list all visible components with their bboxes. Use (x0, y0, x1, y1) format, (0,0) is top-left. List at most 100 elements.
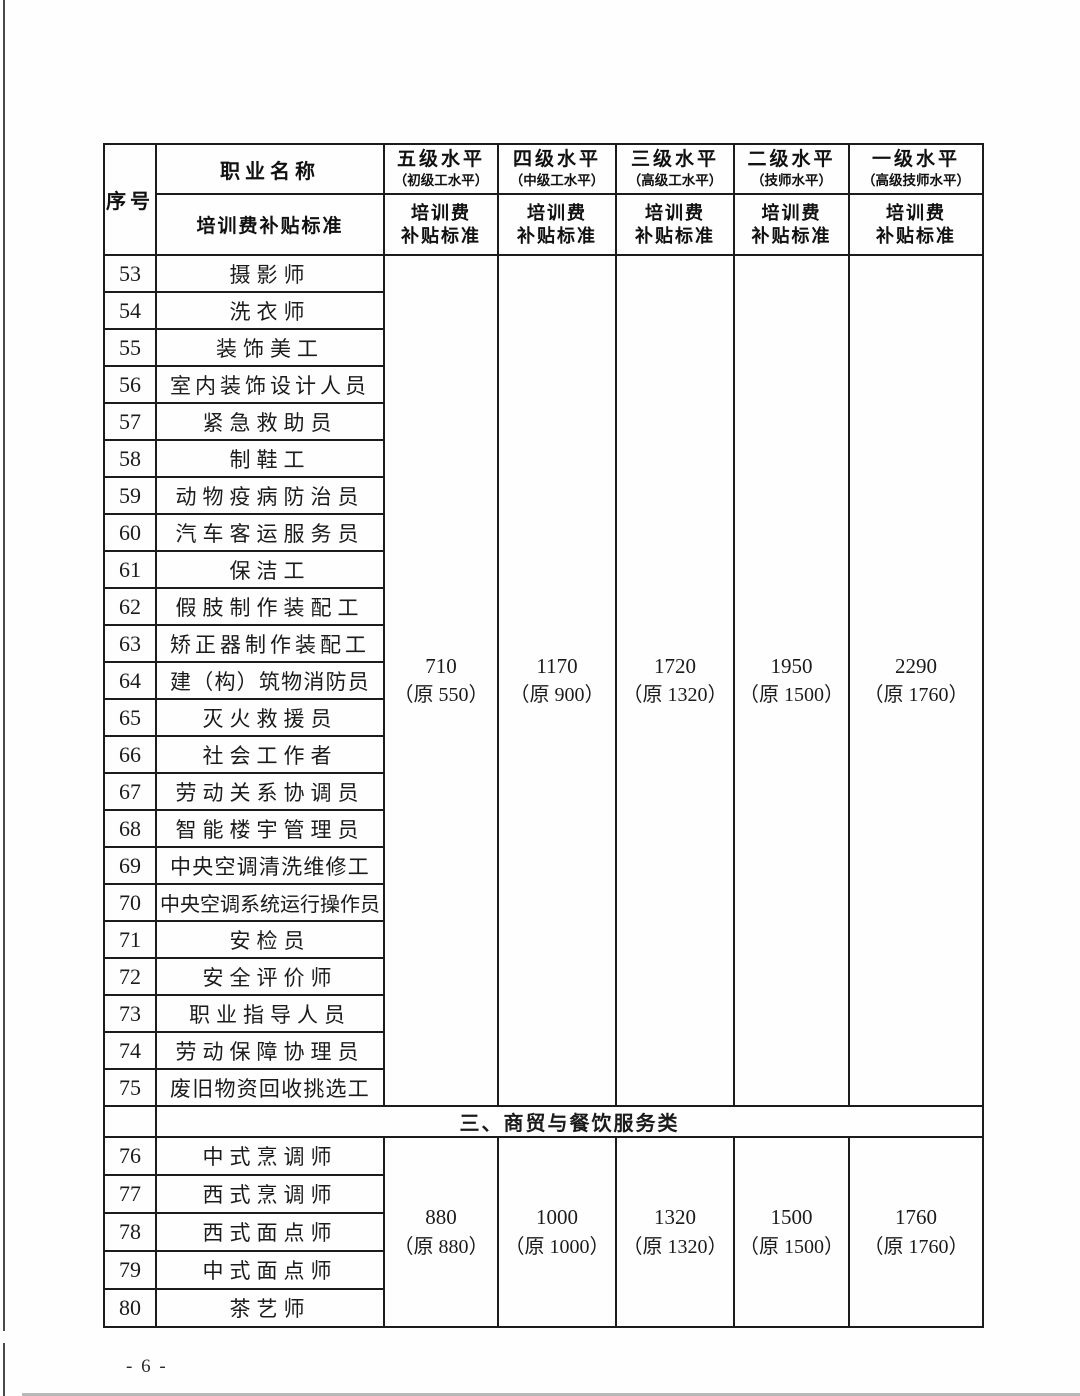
row-serial-number: 71 (103, 920, 157, 959)
occupation-name: 智能楼宇管理员 (155, 809, 385, 848)
column-header-subsidy-standard: 培训费补贴标准 (155, 193, 385, 256)
occupation-name: 废旧物资回收挑选工 (155, 1068, 385, 1107)
column-header-occupation-name: 职业名称 (155, 143, 385, 195)
row-serial-number: 68 (103, 809, 157, 848)
occupation-name: 西式面点师 (155, 1212, 385, 1252)
row-serial-number: 78 (103, 1212, 157, 1252)
table-row: 59 动物疫病防治员 (103, 476, 983, 515)
column-header-level-1: 一级水平 （高级技师水平） (848, 143, 984, 195)
column-header-level-4: 四级水平 （中级工水平） (497, 143, 617, 195)
row-serial-number: 61 (103, 550, 157, 589)
table-row: 60 汽车客运服务员 (103, 513, 983, 552)
table-row: 54 洗衣师 (103, 291, 983, 330)
table-row: 79 中式面点师 (103, 1250, 983, 1290)
subsidy-value-cell: 1500 （原 1500） (733, 1136, 850, 1328)
occupation-name: 西式烹调师 (155, 1174, 385, 1214)
subsidy-amount: 1320 (654, 1205, 696, 1230)
occupation-name: 动物疫病防治员 (155, 476, 385, 515)
level-title: 二级水平 (747, 149, 836, 171)
level-subtitle: （高级技师水平） (862, 173, 970, 189)
table-row: 68 智能楼宇管理员 (103, 809, 983, 848)
column-header-level-5: 五级水平 （初级工水平） (383, 143, 499, 195)
subsidy-original-amount: （原 900） (509, 684, 605, 707)
row-serial-number: 53 (103, 254, 157, 293)
occupation-name: 假肢制作装配工 (155, 587, 385, 626)
subsidy-amount: 1000 (536, 1205, 578, 1230)
occupation-name: 装饰美工 (155, 328, 385, 367)
table-row: 72 安全评价师 (103, 957, 983, 996)
fee-label-line2: 补贴标准 (876, 225, 956, 246)
row-serial-number: 65 (103, 698, 157, 737)
level-subtitle: （高级工水平） (627, 173, 723, 189)
row-serial-number: 57 (103, 402, 157, 441)
column-header-level-3: 三级水平 （高级工水平） (615, 143, 735, 195)
subsidy-value-cell: 1950 （原 1500） (733, 254, 850, 1107)
column-header-level-2: 二级水平 （技师水平） (733, 143, 850, 195)
occupation-name: 安检员 (155, 920, 385, 959)
row-serial-number: 62 (103, 587, 157, 626)
occupation-name: 安全评价师 (155, 957, 385, 996)
occupation-name: 摄影师 (155, 254, 385, 293)
level-title: 三级水平 (630, 149, 719, 171)
subsidy-value-cell: 1720 （原 1320） (615, 254, 735, 1107)
subsidy-original-amount: （原 1320） (622, 684, 728, 707)
table-row: 62 假肢制作装配工 (103, 587, 983, 626)
section-header-row: 三、商贸与餐饮服务类 (103, 1105, 984, 1138)
fee-label-line1: 培训费 (645, 203, 705, 223)
row-serial-number: 64 (103, 661, 157, 700)
row-serial-number: 75 (103, 1068, 157, 1107)
subsidy-amount: 1170 (536, 653, 578, 678)
row-serial-number: 58 (103, 439, 157, 478)
column-header-serial-no: 序号 (103, 143, 157, 256)
subsidy-amount: 1760 (895, 1205, 937, 1230)
table-header: 序号 职业名称 五级水平 （初级工水平） 四级水平 （中级工水平） 三级水平 （… (103, 143, 984, 256)
fee-label-line1: 培训费 (411, 203, 471, 223)
occupation-name: 职业指导人员 (155, 994, 385, 1033)
row-serial-number: 69 (103, 846, 157, 885)
subsidy-original-amount: （原 1760） (863, 684, 969, 707)
occupation-name: 中式烹调师 (155, 1136, 385, 1176)
subsidy-original-amount: （原 1320） (622, 1235, 728, 1258)
table-row: 71 安检员 (103, 920, 983, 959)
table-row: 57 紧急救助员 (103, 402, 983, 441)
level-subtitle: （初级工水平） (393, 173, 489, 189)
fee-label-line2: 补贴标准 (401, 225, 481, 246)
level-title: 四级水平 (512, 149, 601, 171)
occupation-name: 茶艺师 (155, 1288, 385, 1328)
column-header-fee-level-4: 培训费 补贴标准 (497, 193, 617, 256)
subsidy-original-amount: （原 550） (393, 684, 489, 707)
table-row: 78 西式面点师 (103, 1212, 983, 1252)
occupation-name: 中央空调系统运行操作员 (155, 883, 385, 922)
level-title: 一级水平 (871, 149, 960, 171)
level-subtitle: （技师水平） (751, 173, 832, 189)
row-serial-number: 74 (103, 1031, 157, 1070)
subsidy-amount: 710 (425, 653, 457, 678)
row-serial-number: 79 (103, 1250, 157, 1290)
level-title: 五级水平 (396, 149, 485, 171)
subsidy-amount: 1500 (770, 1205, 813, 1230)
row-serial-number: 76 (103, 1136, 157, 1176)
column-header-fee-level-5: 培训费 补贴标准 (383, 193, 499, 256)
scan-bottom-edge-line (22, 1393, 1080, 1396)
occupation-name: 灭火救援员 (155, 698, 385, 737)
occupation-name: 洗衣师 (155, 291, 385, 330)
table-row: 69 中央空调清洗维修工 (103, 846, 983, 885)
occupation-name: 劳动保障协理员 (155, 1031, 385, 1070)
fee-label-line1: 培训费 (886, 203, 946, 223)
row-serial-number: 56 (103, 365, 157, 404)
table-row: 58 制鞋工 (103, 439, 983, 478)
table-row: 67 劳动关系协调员 (103, 772, 983, 811)
subsidy-value-cell: 1760 （原 1760） (848, 1136, 984, 1328)
subsidy-original-amount: （原 1760） (863, 1235, 969, 1258)
table-row: 53 摄影师 710 （原 550） 1170 （原 900） 1720 （原 1320） 19… (103, 254, 984, 1107)
column-header-fee-level-2: 培训费 补贴标准 (733, 193, 850, 256)
occupation-name: 建（构）筑物消防员 (155, 661, 385, 700)
subsidy-original-amount: （原 1000） (504, 1235, 610, 1258)
scan-left-edge-line (3, 1343, 5, 1396)
fee-label-line1: 培训费 (527, 203, 587, 223)
subsidy-value-cell: 2290 （原 1760） (848, 254, 984, 1107)
subsidy-amount: 1720 (654, 653, 696, 678)
occupation-name: 矫正器制作装配工 (155, 624, 385, 663)
fee-label-line2: 补贴标准 (635, 225, 715, 246)
row-serial-number: 59 (103, 476, 157, 515)
